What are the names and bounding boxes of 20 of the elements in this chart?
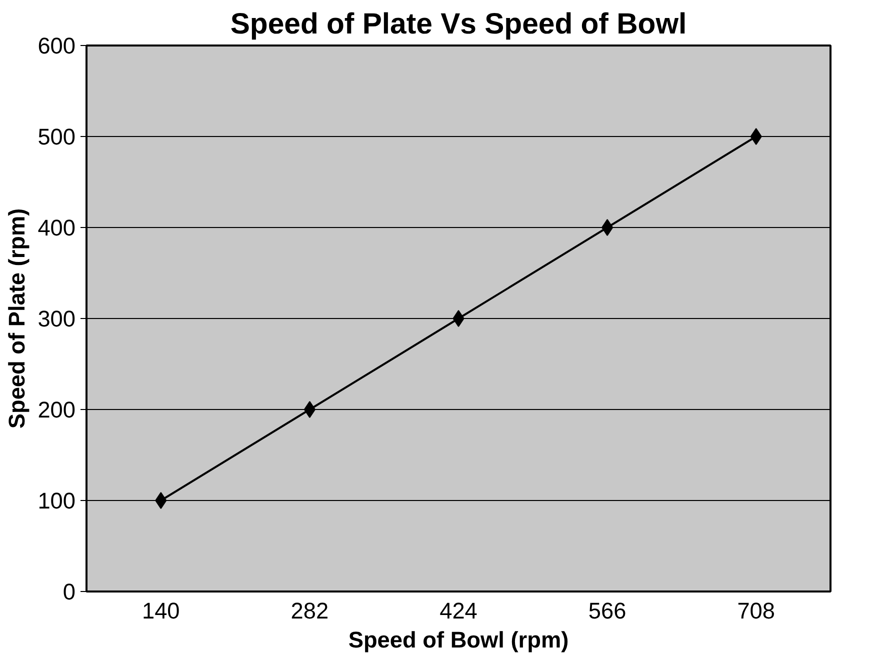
x-tick-label: 140: [142, 598, 180, 624]
x-axis-title: Speed of Bowl (rpm): [348, 626, 569, 652]
x-tick-label: 566: [588, 598, 626, 624]
y-tick-label: 600: [38, 32, 76, 58]
x-tick-label: 424: [440, 598, 478, 624]
point: [304, 401, 316, 418]
point: [750, 128, 762, 145]
x-tick-label: 708: [737, 598, 776, 624]
point: [452, 310, 464, 327]
y-tick-label: 500: [38, 124, 76, 150]
chart-title: Speed of Plate Vs Speed of Bowl: [230, 8, 687, 40]
y-tick-label: 400: [38, 214, 76, 240]
x-tick-label: 282: [290, 598, 329, 624]
y-tick-label: 300: [38, 306, 76, 332]
y-tick-label: 0: [62, 578, 76, 604]
point: [155, 492, 167, 509]
point: [601, 219, 614, 236]
y-tick-label: 200: [38, 396, 76, 422]
y-axis-title: Speed of Plate (rpm): [4, 208, 30, 429]
y-tick-label: 100: [38, 488, 76, 514]
